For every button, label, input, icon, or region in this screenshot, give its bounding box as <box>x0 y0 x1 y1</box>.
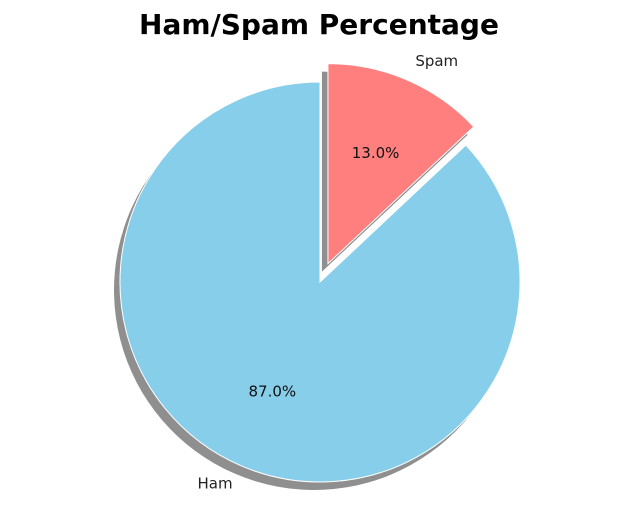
slice-label-spam: Spam <box>415 52 458 70</box>
pct-label-ham: 87.0% <box>249 383 297 401</box>
pie-slice-spam <box>327 63 475 265</box>
pie-slice-layer <box>119 63 521 483</box>
chart-title: Ham/Spam Percentage <box>139 8 499 41</box>
slice-label-ham: Ham <box>198 474 233 492</box>
pie-slice-ham <box>119 81 521 483</box>
pie-label-layer: Ham 87.0% Spam 13.0% <box>198 52 459 492</box>
pct-label-spam: 13.0% <box>352 144 400 162</box>
